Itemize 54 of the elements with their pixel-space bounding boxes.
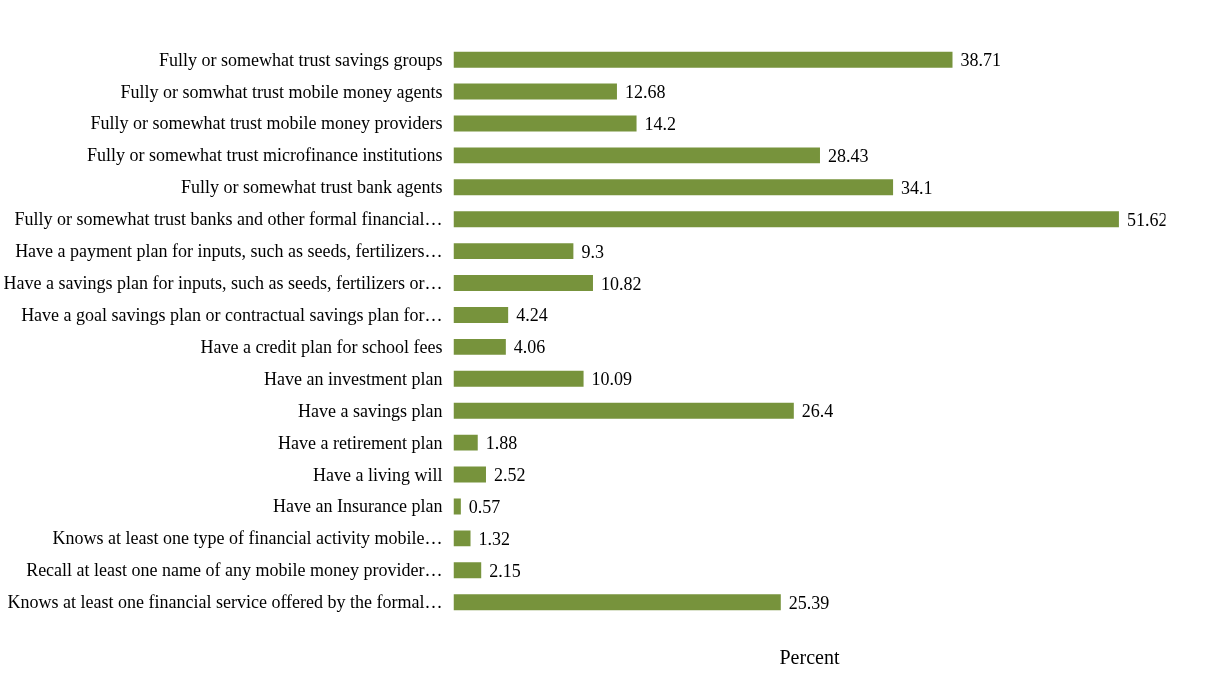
bar [453,115,637,132]
y-tick-label: Knows at least one financial service offered by the formal… [7,592,443,613]
bar [453,434,478,451]
y-tick-label: Fully or somewhat trust bank agents [181,177,443,198]
bar [453,466,486,483]
data-label: 1.32 [478,528,511,549]
y-tick-label: Have an investment plan [264,368,443,389]
bar [453,530,471,547]
y-tick-label: Knows at least one type of financial activity mobile… [52,528,443,549]
bar [453,306,509,323]
data-label: 28.43 [827,145,869,166]
y-tick-label: Have a retirement plan [278,432,443,453]
y-tick-label: Fully or somwhat trust mobile money agents [120,81,443,102]
y-tick-label: Fully or somewhat trust savings groups [159,49,443,70]
bar [453,594,781,611]
data-label: 10.09 [591,369,633,390]
y-tick-label: Recall at least one name of any mobile money provider… [26,560,443,581]
y-tick-label: Have a living will [313,464,443,485]
bar [453,370,584,387]
y-tick-label: Fully or somewhat trust mobile money providers [90,113,443,134]
data-label: 2.15 [489,560,521,581]
x-axis-title: Percent [779,645,840,668]
y-tick-label: Have a payment plan for inputs, such as seeds, fertilizers… [15,241,443,262]
data-label: 4.06 [513,337,546,358]
bar [453,402,794,419]
bar [453,51,953,68]
bar [453,498,461,515]
data-label: 25.39 [788,592,830,613]
data-label: 10.82 [600,273,642,294]
y-tick-label: Have an Insurance plan [273,496,443,517]
bar [453,275,593,292]
bar [453,179,894,196]
data-label: 12.68 [624,82,666,103]
y-tick-label: Have a credit plan for school fees [200,336,443,357]
data-label: 2.52 [493,465,526,486]
data-label: 4.24 [516,305,548,326]
y-tick-label: Have a savings plan [298,400,443,421]
data-label: 1.88 [485,433,518,454]
y-tick-label: Fully or somewhat trust microfinance institutions [87,145,443,166]
data-label: 34.1 [901,177,933,198]
data-label: 9.3 [581,241,604,262]
bar [453,83,617,100]
data-label: 14.2 [644,113,677,134]
bar [453,211,1119,228]
bar [453,243,574,260]
data-label: 0.57 [468,496,501,517]
data-label: 26.4 [801,401,834,422]
y-tick-label: Fully or somewhat trust banks and other formal financial… [14,209,443,230]
bar [453,338,506,355]
data-label: 38.71 [960,50,1001,71]
bar [453,562,482,579]
bar [453,147,820,164]
y-tick-label: Have a goal savings plan or contractual savings plan for… [21,304,443,325]
y-tick-label: Have a savings plan for inputs, such as seeds, fertilizers or… [3,273,443,294]
